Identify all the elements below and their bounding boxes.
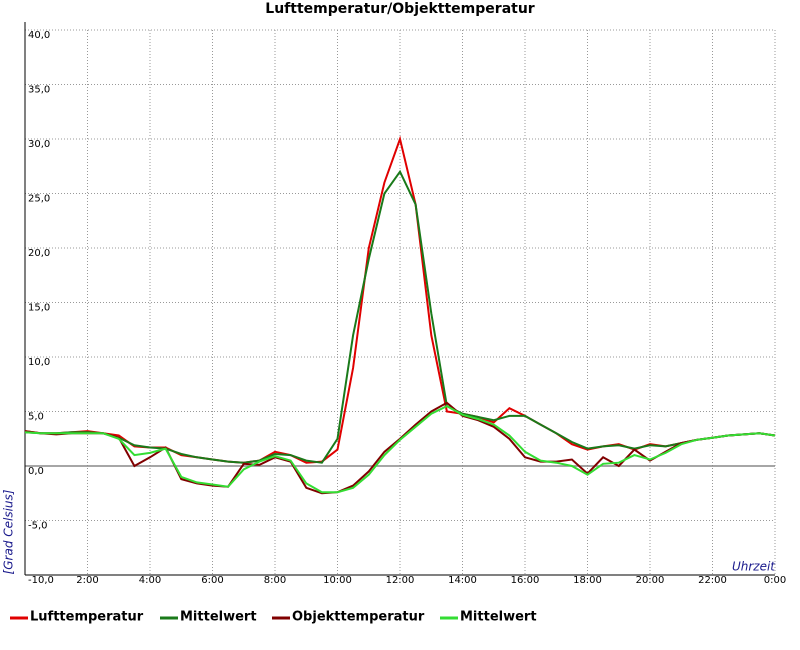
x-tick-label: 4:00	[139, 575, 161, 586]
x-tick-label: 16:00	[511, 575, 540, 586]
x-tick-label: 12:00	[386, 575, 415, 586]
legend-label: Objekttemperatur	[292, 610, 425, 625]
legend-label: Lufttemperatur	[30, 610, 144, 625]
y-tick-label: 10,0	[28, 357, 50, 368]
x-tick-label: 20:00	[636, 575, 665, 586]
y-tick-label: -10,0	[28, 575, 54, 586]
x-tick-label: 10:00	[323, 575, 352, 586]
y-tick-label: -5,0	[28, 521, 48, 532]
y-tick-label: 5,0	[28, 412, 44, 423]
y-axis-label: [Grad Celsius]	[2, 489, 16, 574]
series-line	[24, 401, 776, 495]
series-line	[24, 404, 776, 494]
x-tick-label: 22:00	[698, 575, 727, 586]
x-axis-label: Uhrzeit	[732, 560, 776, 574]
y-tick-label: 15,0	[28, 303, 50, 314]
x-tick-label: 18:00	[573, 575, 602, 586]
chart-title: Lufttemperatur/Objekttemperatur	[265, 1, 535, 17]
y-tick-label: 40,0	[28, 30, 50, 41]
y-tick-label: 0,0	[28, 466, 44, 477]
y-tick-label: 30,0	[28, 139, 50, 150]
y-tick-label: 35,0	[28, 85, 50, 96]
x-tick-label: 14:00	[448, 575, 477, 586]
legend-label: Mittelwert	[460, 610, 537, 625]
x-tick-label: 8:00	[264, 575, 286, 586]
legend-label: Mittelwert	[180, 610, 257, 625]
x-tick-label: 2:00	[76, 575, 98, 586]
y-tick-label: 25,0	[28, 194, 50, 205]
series-line	[24, 169, 776, 464]
x-tick-label: 6:00	[201, 575, 223, 586]
x-tick-label: 0:00	[764, 575, 786, 586]
y-tick-label: 20,0	[28, 248, 50, 259]
